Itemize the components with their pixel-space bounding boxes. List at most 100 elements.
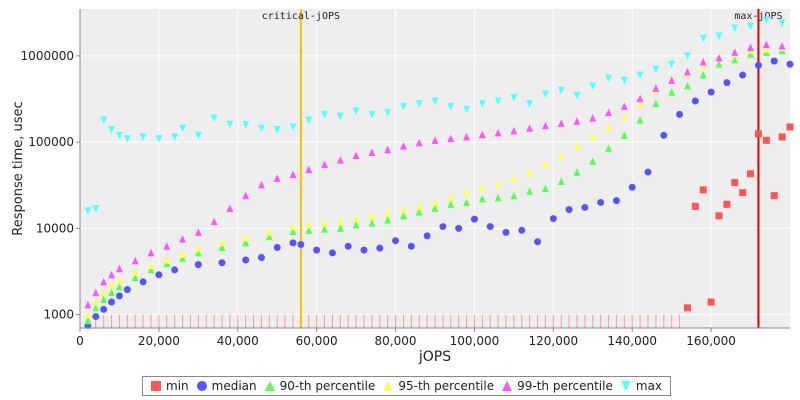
data-point	[336, 112, 344, 121]
data-point	[179, 250, 187, 258]
data-point	[163, 242, 171, 250]
data-point	[273, 126, 281, 134]
axes: 0 20,000 40,000 60,000 80,000 100,000 120,000 1…	[21, 9, 790, 348]
data-point	[218, 238, 226, 247]
x-tick-label: 160,000	[686, 334, 736, 348]
data-point	[683, 81, 691, 90]
data-point	[84, 310, 92, 319]
data-point	[265, 228, 273, 236]
data-point	[384, 216, 392, 224]
data-point	[463, 188, 471, 197]
data-point	[463, 105, 471, 114]
data-point	[557, 151, 565, 160]
data-point	[526, 124, 534, 132]
data-point	[589, 82, 597, 90]
data-point	[108, 126, 116, 134]
data-point	[210, 217, 218, 226]
legend-item: 95-th percentile	[383, 379, 494, 393]
legend-item: min	[151, 379, 189, 393]
data-point	[108, 270, 116, 279]
data-point	[739, 71, 747, 79]
data-point	[108, 288, 116, 297]
data-point	[510, 93, 518, 102]
data-point	[518, 226, 526, 234]
data-point	[155, 135, 163, 143]
data-point	[171, 266, 179, 274]
data-point	[778, 133, 786, 141]
series-99-th-percentile	[84, 40, 786, 309]
data-point	[447, 200, 455, 208]
data-point	[139, 278, 147, 286]
data-point	[100, 116, 108, 125]
legend-label: median	[211, 379, 257, 393]
data-point	[305, 220, 313, 229]
x-tick-label: 40,000	[217, 334, 259, 348]
data-point	[762, 45, 770, 53]
data-point	[407, 242, 415, 250]
data-point	[218, 243, 226, 252]
data-point	[557, 177, 565, 185]
series-max	[84, 16, 786, 215]
data-point	[652, 65, 660, 74]
data-point	[92, 288, 100, 297]
data-point	[289, 170, 297, 179]
data-point	[194, 248, 202, 257]
data-point	[636, 116, 644, 124]
data-point	[699, 34, 707, 43]
legend-item: 99-th percentile	[502, 379, 613, 393]
legend-label: 95-th percentile	[398, 379, 495, 393]
data-point	[321, 225, 329, 233]
data-point	[683, 304, 691, 312]
data-point	[415, 100, 423, 108]
data-point	[526, 100, 534, 108]
data-point	[715, 60, 723, 68]
data-point	[179, 235, 187, 243]
data-point	[131, 268, 139, 276]
data-point	[218, 259, 226, 267]
data-point	[620, 131, 628, 139]
data-point	[115, 276, 123, 284]
data-point	[431, 136, 439, 144]
x-tick-label: 20,000	[138, 334, 180, 348]
data-point	[581, 203, 589, 211]
data-point	[723, 79, 731, 87]
data-point	[636, 94, 644, 103]
x-tick-label: 140,000	[607, 334, 657, 348]
data-point	[486, 223, 494, 231]
data-point	[139, 133, 147, 141]
data-point	[289, 123, 297, 131]
data-point	[526, 168, 534, 176]
data-points	[84, 16, 794, 329]
data-point	[115, 282, 123, 291]
data-point	[273, 174, 281, 182]
data-point	[636, 71, 644, 80]
data-point	[778, 19, 786, 28]
data-point	[179, 254, 187, 262]
data-point	[92, 313, 100, 321]
data-point	[754, 130, 762, 138]
data-point	[778, 42, 786, 50]
data-point	[668, 88, 676, 96]
data-point	[376, 244, 384, 252]
data-point	[447, 134, 455, 143]
data-point	[762, 16, 770, 25]
data-point	[242, 256, 250, 264]
data-point	[399, 102, 407, 111]
data-point	[92, 303, 100, 312]
data-point	[171, 133, 179, 141]
data-point	[494, 128, 502, 137]
data-point	[123, 135, 131, 143]
data-point	[415, 207, 423, 216]
data-point	[636, 99, 644, 108]
data-point	[289, 239, 297, 247]
data-point	[723, 200, 731, 208]
data-point	[573, 117, 581, 125]
data-point	[699, 71, 707, 79]
series-median	[84, 57, 794, 329]
data-point	[399, 211, 407, 220]
data-point	[352, 107, 360, 115]
data-point	[494, 194, 502, 202]
data-point	[328, 249, 336, 257]
marker-label: max-jOPS	[734, 11, 782, 22]
data-point	[131, 256, 139, 265]
